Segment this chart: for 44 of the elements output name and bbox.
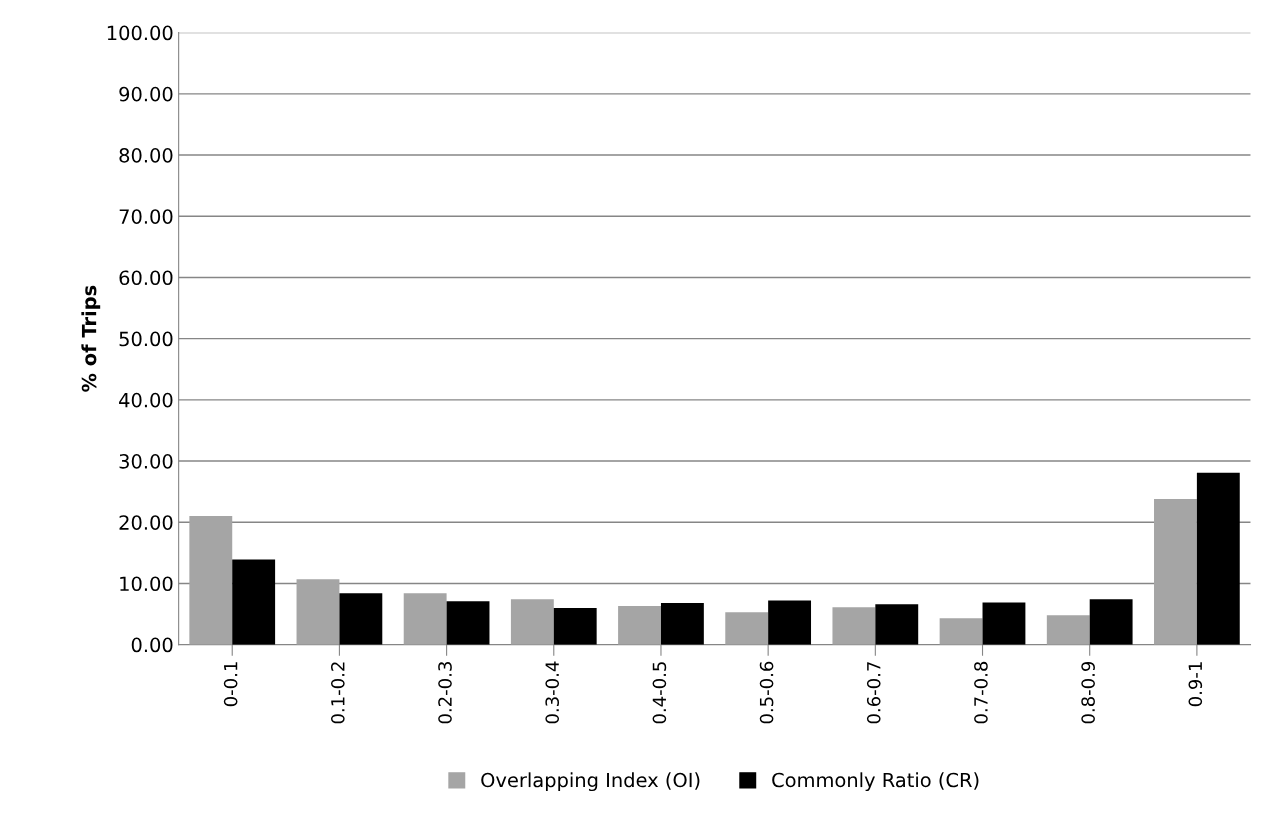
y-tick-label: 100.00	[107, 25, 173, 41]
bar	[189, 516, 233, 645]
legend-label: Overlapping Index (OI)	[481, 772, 700, 792]
bar	[768, 600, 812, 645]
y-tick-label: 90.00	[119, 86, 173, 102]
y-tick-label: 70.00	[119, 209, 173, 224]
x-tick-label: 0.5-0.6	[759, 661, 774, 724]
bar	[232, 559, 276, 645]
bar	[553, 607, 597, 645]
bar	[982, 602, 1026, 645]
bar	[296, 579, 340, 645]
y-tick-label: 80.00	[119, 148, 173, 163]
x-tick-label: 0.1-0.2	[331, 662, 345, 724]
bar	[660, 603, 704, 645]
y-axis-title: % of Trips	[81, 285, 101, 392]
bar	[832, 607, 876, 645]
y-tick-label: 10.00	[120, 576, 173, 592]
bar	[618, 606, 661, 645]
bar	[1089, 599, 1133, 645]
y-tick-label: 0.00	[131, 637, 173, 653]
bar	[510, 599, 554, 645]
bar	[339, 593, 383, 645]
x-tick-label: 0.9-1	[1188, 662, 1203, 707]
y-tick-label: 50.00	[119, 331, 173, 347]
bar	[1154, 498, 1197, 645]
bar	[403, 593, 447, 645]
bar	[875, 604, 919, 645]
x-tick-label: 0.2-0.3	[438, 662, 452, 724]
bar	[1196, 472, 1240, 645]
bar	[446, 601, 490, 645]
bar	[939, 618, 983, 645]
y-tick-label: 60.00	[119, 270, 173, 286]
bar	[725, 612, 769, 645]
legend-label: Commonly Ratio (CR)	[772, 772, 979, 792]
x-tick-label: 0.4-0.5	[652, 662, 667, 724]
y-tick-label: 40.00	[119, 392, 173, 408]
bar	[1046, 615, 1090, 645]
x-tick-label: 0.8-0.9	[1081, 661, 1095, 724]
y-tick-label: 30.00	[119, 454, 173, 469]
x-tick-label: 0.7-0.8	[974, 661, 988, 724]
x-tick-label: 0-0.1	[223, 662, 238, 707]
x-tick-label: 0.6-0.7	[866, 662, 881, 724]
y-tick-label: 20.00	[119, 515, 173, 530]
x-tick-label: 0.3-0.4	[545, 661, 560, 724]
